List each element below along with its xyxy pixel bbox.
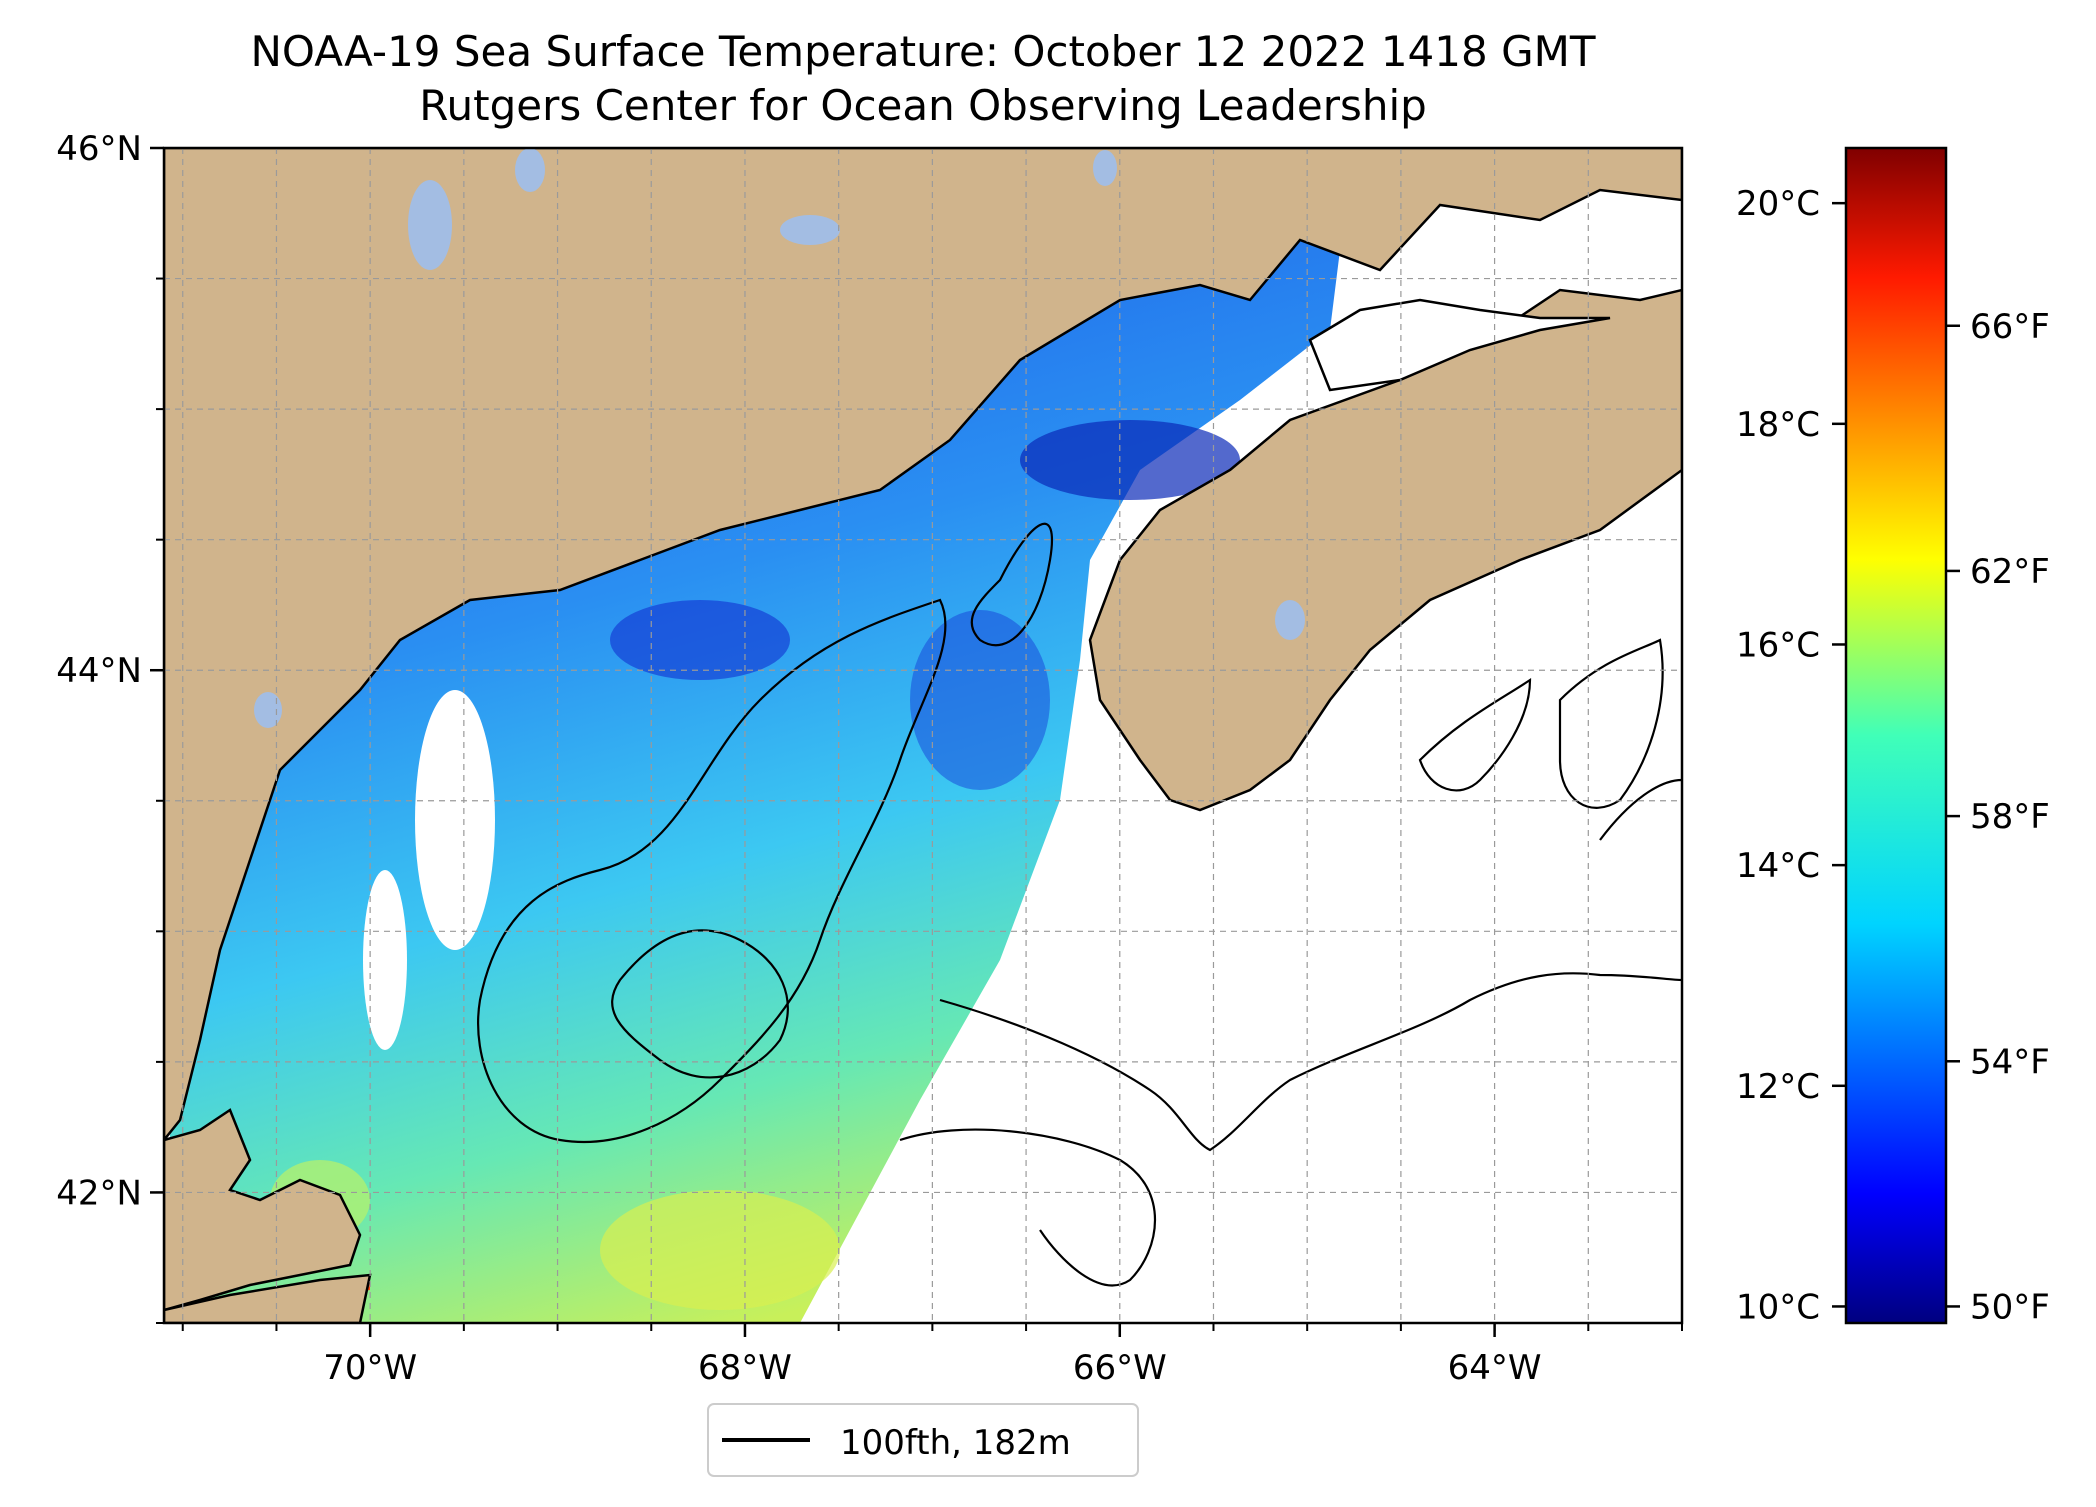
map-frame bbox=[162, 146, 1684, 1325]
fahrenheit-tick-label: 54°F bbox=[1970, 1042, 2050, 1082]
celsius-tick-label: 16°C bbox=[1736, 625, 1820, 665]
contour-eastern-channel bbox=[970, 522, 1054, 647]
colorbar-gradient bbox=[1844, 146, 1948, 1325]
sst-warm-patch-south bbox=[600, 1190, 840, 1310]
sst-cold-patch-east bbox=[910, 610, 1050, 790]
fahrenheit-tick-label: 66°F bbox=[1970, 307, 2050, 347]
legend-label: 100fth, 182m bbox=[840, 1423, 1071, 1463]
celsius-tick-label: 12°C bbox=[1736, 1067, 1820, 1107]
land-maine-new-brunswick bbox=[164, 148, 1682, 1143]
lake-2 bbox=[515, 148, 545, 192]
sst-swath bbox=[170, 240, 1340, 1323]
contour-gulf-of-maine-interior bbox=[477, 598, 947, 1144]
lake-5 bbox=[1275, 600, 1305, 640]
legend-box bbox=[707, 1403, 1139, 1477]
sst-cold-patch-bay-of-fundy bbox=[1020, 420, 1240, 500]
land-minas-basin-water bbox=[1308, 298, 1611, 392]
map-panel bbox=[164, 148, 1682, 1323]
title-line-2: Rutgers Center for Ocean Observing Leade… bbox=[419, 81, 1427, 130]
celsius-tick-label: 20°C bbox=[1736, 184, 1820, 224]
lon-tick-label: 64°W bbox=[1448, 1348, 1542, 1388]
fahrenheit-tick-label: 58°F bbox=[1970, 797, 2050, 837]
lat-tick-label: 44°N bbox=[56, 651, 142, 691]
lake-6 bbox=[254, 692, 282, 728]
contour-jordan-basin bbox=[611, 929, 789, 1079]
legend: 100fth, 182m bbox=[707, 1403, 1139, 1477]
contour-georges-bank bbox=[899, 1128, 1156, 1287]
lake-1 bbox=[408, 180, 452, 270]
sst-cold-patch-maine-coast bbox=[610, 600, 790, 680]
contour-nova-scotia-edge bbox=[1599, 778, 1682, 841]
contour-continental-shelf bbox=[939, 972, 1682, 1152]
cloud-mask-gap bbox=[415, 690, 495, 950]
map-axes: 70°W 68°W 66°W 64°W 46°N 44°N 42°N bbox=[56, 129, 1683, 1388]
title-line-1: NOAA-19 Sea Surface Temperature: October… bbox=[250, 27, 1595, 76]
colorbar-celsius-axis: 20°C 18°C 16°C 14°C 12°C 10°C bbox=[1736, 184, 1846, 1327]
lat-tick-label: 46°N bbox=[56, 129, 142, 169]
lon-tick-label: 70°W bbox=[323, 1348, 417, 1388]
colorbar-fahrenheit-axis: 66°F 62°F 58°F 54°F 50°F bbox=[1946, 307, 2050, 1327]
celsius-tick-label: 14°C bbox=[1736, 846, 1820, 886]
bathymetry-contours-100fth bbox=[477, 522, 1682, 1287]
lat-tick-label: 42°N bbox=[56, 1173, 142, 1213]
map-gridlines bbox=[164, 148, 1682, 1323]
celsius-tick-label: 18°C bbox=[1736, 405, 1820, 445]
lake-4 bbox=[1093, 150, 1117, 186]
fahrenheit-tick-label: 50°F bbox=[1970, 1287, 2050, 1327]
lon-tick-label: 68°W bbox=[698, 1348, 792, 1388]
cloud-mask-gap-2 bbox=[363, 870, 407, 1050]
land-cape-cod bbox=[164, 1108, 362, 1312]
lake-3 bbox=[780, 215, 840, 245]
fahrenheit-tick-label: 62°F bbox=[1970, 552, 2050, 592]
colorbar: 20°C 18°C 16°C 14°C 12°C 10°C 66°F 62°F 58°F 54°… bbox=[1736, 146, 2050, 1327]
contour-scotian-shelf bbox=[1418, 677, 1532, 792]
lon-tick-label: 66°W bbox=[1073, 1348, 1167, 1388]
celsius-tick-label: 10°C bbox=[1736, 1287, 1820, 1327]
